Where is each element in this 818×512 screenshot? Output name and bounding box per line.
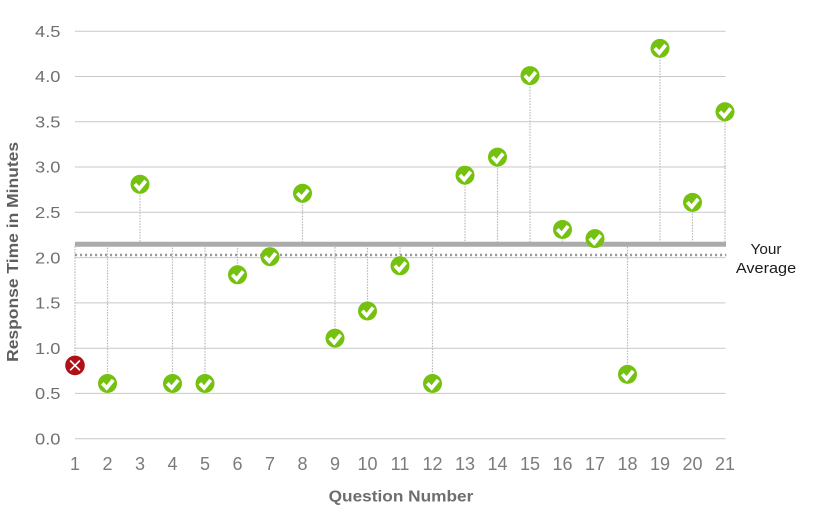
- svg-text:4: 4: [167, 454, 177, 474]
- svg-text:16: 16: [552, 454, 572, 474]
- svg-text:1.5: 1.5: [35, 296, 61, 313]
- svg-text:2: 2: [102, 454, 112, 474]
- svg-text:1: 1: [70, 454, 80, 474]
- svg-text:4.5: 4.5: [35, 24, 61, 41]
- svg-text:4.0: 4.0: [35, 69, 61, 86]
- svg-text:18: 18: [617, 454, 637, 474]
- svg-text:9: 9: [330, 454, 340, 474]
- svg-text:6: 6: [232, 454, 242, 474]
- svg-text:20: 20: [682, 454, 702, 474]
- svg-text:7: 7: [265, 454, 275, 474]
- svg-text:Question Number: Question Number: [329, 488, 474, 505]
- svg-text:Your: Your: [751, 241, 782, 258]
- svg-text:Response Time in Minutes: Response Time in Minutes: [5, 142, 22, 362]
- svg-text:19: 19: [650, 454, 670, 474]
- svg-text:3.5: 3.5: [35, 115, 61, 132]
- svg-text:11: 11: [391, 454, 410, 474]
- svg-text:3: 3: [135, 454, 145, 474]
- svg-text:13: 13: [455, 454, 475, 474]
- svg-text:21: 21: [715, 454, 735, 474]
- svg-text:15: 15: [520, 454, 540, 474]
- svg-text:10: 10: [357, 454, 377, 474]
- svg-text:Average: Average: [736, 260, 796, 277]
- svg-text:3.0: 3.0: [35, 160, 61, 177]
- svg-text:1.0: 1.0: [35, 341, 61, 358]
- svg-text:14: 14: [487, 454, 507, 474]
- svg-text:17: 17: [585, 454, 605, 474]
- svg-text:2.5: 2.5: [35, 205, 61, 222]
- svg-text:12: 12: [422, 454, 442, 474]
- svg-text:5: 5: [200, 454, 210, 474]
- svg-text:0.0: 0.0: [35, 431, 61, 448]
- svg-text:2.0: 2.0: [35, 250, 61, 267]
- svg-text:8: 8: [297, 454, 307, 474]
- svg-text:0.5: 0.5: [35, 386, 61, 403]
